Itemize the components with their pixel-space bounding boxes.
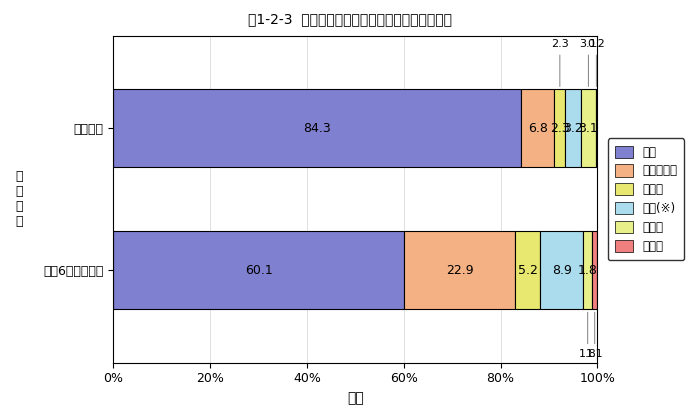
Text: 3.2: 3.2 [564,122,583,135]
Bar [554,89,566,168]
Text: 8.9: 8.9 [552,264,572,277]
Text: 6.8: 6.8 [528,122,548,135]
Bar [113,89,522,168]
Bar [566,89,581,168]
Text: 22.9: 22.9 [446,264,473,277]
Bar [113,231,405,310]
Text: 2.3: 2.3 [551,39,568,87]
Y-axis label: 返
還
種
別: 返 還 種 別 [15,171,22,228]
Text: 3.1: 3.1 [578,122,598,135]
Text: 1.8: 1.8 [578,264,598,277]
Text: 60.1: 60.1 [245,264,273,277]
Bar [405,231,515,310]
Text: 図1-2-3  主な返還者と学種との関係（短期大学）: 図1-2-3 主な返還者と学種との関係（短期大学） [248,13,452,26]
Bar [581,89,596,168]
Text: 1.8: 1.8 [579,312,596,359]
Bar [596,89,597,168]
Bar [540,231,583,310]
Text: 0.2: 0.2 [587,39,606,87]
Bar [592,231,597,310]
X-axis label: 割合: 割合 [347,391,364,405]
Text: 2.3: 2.3 [550,122,570,135]
Bar [583,231,592,310]
Text: 3.1: 3.1 [580,39,597,87]
Bar [515,231,540,310]
Text: 84.3: 84.3 [304,122,331,135]
Legend: 本人, 連帯保証人, 保証人, 父母(※), 配偶者, その他: 本人, 連帯保証人, 保証人, 父母(※), 配偶者, その他 [608,139,685,260]
Text: 1.1: 1.1 [586,312,603,359]
Text: 5.2: 5.2 [518,264,538,277]
Bar [522,89,554,168]
